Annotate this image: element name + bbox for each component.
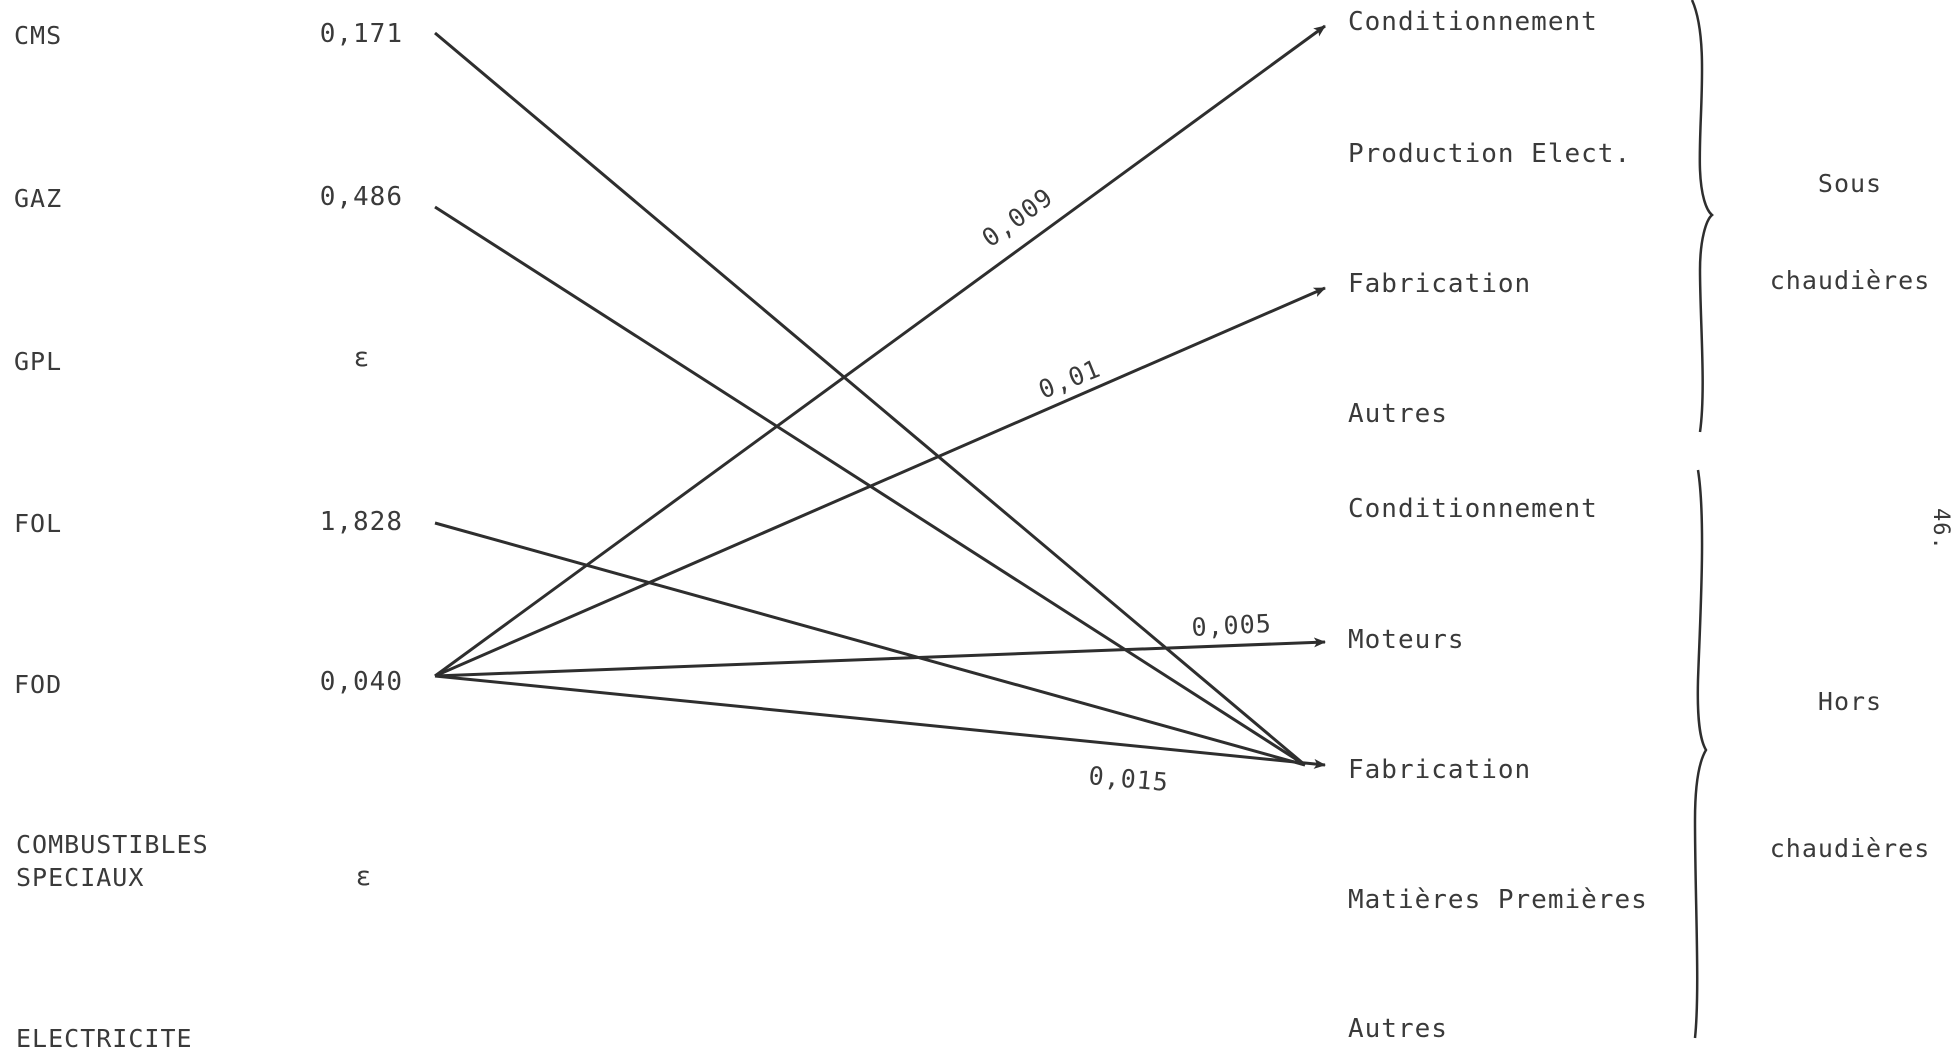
destination-label: Production Elect. bbox=[1348, 139, 1631, 169]
source-label-fol: FOL bbox=[14, 509, 62, 538]
source-label-gaz: GAZ bbox=[14, 184, 62, 213]
source-value-gaz: 0,486 bbox=[320, 182, 403, 212]
source-label-speciaux: SPECIAUX bbox=[16, 863, 144, 892]
brace-sous-chaudieres bbox=[1690, 0, 1714, 433]
group-label-sous-chaudieres: chaudières bbox=[1770, 266, 1931, 295]
flow-arrow bbox=[434, 286, 1326, 678]
flow-arrow bbox=[434, 674, 1326, 769]
source-value-fol: 1,828 bbox=[320, 507, 403, 537]
destination-label: Matières Premières bbox=[1348, 885, 1648, 915]
flow-arrow bbox=[434, 24, 1326, 678]
page-number: 46. bbox=[1928, 508, 1953, 551]
source-label-cms: CMS bbox=[14, 21, 62, 50]
flow-arrow bbox=[434, 637, 1326, 678]
source-value-cms: 0,171 bbox=[320, 19, 403, 49]
destination-label: Moteurs bbox=[1348, 625, 1465, 655]
flow-arrow bbox=[434, 521, 1306, 767]
destination-label: Fabrication bbox=[1348, 269, 1531, 299]
flow-lines bbox=[434, 24, 1326, 769]
source-label-gpl: GPL bbox=[14, 347, 62, 376]
destination-label: Conditionnement bbox=[1348, 494, 1598, 524]
destination-label: Conditionnement bbox=[1348, 7, 1598, 37]
flow-label: 0,01 bbox=[1034, 354, 1104, 405]
group-label-sous: Sous bbox=[1818, 169, 1882, 198]
flow-arrow bbox=[434, 31, 1306, 767]
source-label-combustibles: COMBUSTIBLES bbox=[16, 830, 209, 859]
flow-label: 0,009 bbox=[976, 182, 1058, 253]
group-label-hors-chaudieres: chaudières bbox=[1770, 834, 1931, 863]
source-value-gpl: ε bbox=[354, 343, 371, 373]
group-label-hors: Hors bbox=[1818, 687, 1882, 716]
brace-hors-chaudieres bbox=[1693, 469, 1708, 1039]
destination-label: Fabrication bbox=[1348, 755, 1531, 785]
destination-label: Autres bbox=[1348, 399, 1448, 429]
destination-label: Autres bbox=[1348, 1014, 1448, 1044]
source-label-fod: FOD bbox=[14, 670, 62, 699]
flow-label: 0,005 bbox=[1191, 609, 1273, 642]
source-value-combustibles: ε bbox=[356, 862, 373, 892]
source-value-fod: 0,040 bbox=[320, 667, 403, 697]
source-label-electricite: ELECTRICITE bbox=[16, 1024, 193, 1053]
flow-label: 0,015 bbox=[1087, 761, 1169, 797]
